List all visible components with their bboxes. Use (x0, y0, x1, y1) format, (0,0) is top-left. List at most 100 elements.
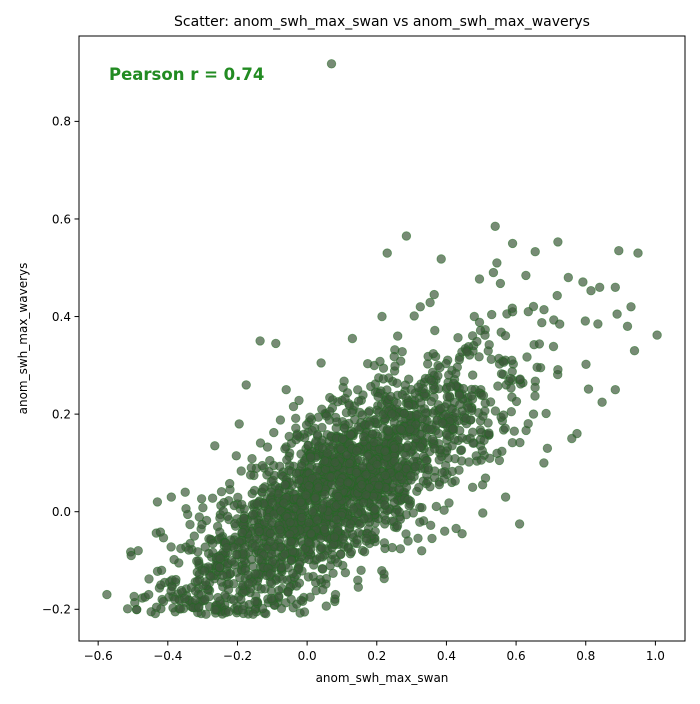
scatter-point (450, 476, 460, 486)
scatter-point (180, 593, 190, 604)
scatter-point (377, 566, 387, 576)
scatter-point (389, 497, 399, 508)
scatter-point (215, 513, 225, 523)
scatter-point (234, 419, 244, 429)
scatter-point (256, 508, 267, 518)
scatter-point (426, 520, 436, 531)
scatter-point (380, 500, 390, 510)
scatter-point (622, 321, 633, 332)
scatter-point (555, 319, 565, 329)
scatter-point (373, 392, 383, 402)
scatter-point (321, 601, 332, 611)
scatter-point (166, 542, 176, 552)
y-tick-label: 0.6 (52, 212, 71, 226)
scatter-point (288, 401, 299, 412)
scatter-point (521, 270, 531, 281)
scatter-point (215, 527, 225, 537)
scatter-point (299, 607, 310, 617)
scatter-point (375, 356, 385, 367)
scatter-point (170, 594, 180, 605)
scatter-point (224, 478, 235, 489)
scatter-point (325, 392, 335, 403)
scatter-point (359, 514, 369, 524)
scatter-point (479, 435, 489, 446)
scatter-point (361, 533, 371, 544)
scatter-point (421, 408, 431, 418)
scatter-point (394, 484, 405, 494)
scatter-point (265, 455, 275, 466)
scatter-point (271, 338, 281, 349)
scatter-point (417, 503, 427, 513)
scatter-point (218, 570, 228, 581)
scatter-point (384, 426, 394, 436)
scatter-point (144, 574, 154, 584)
scatter-point (237, 499, 247, 510)
scatter-point (399, 408, 409, 419)
scatter-point (626, 302, 636, 312)
x-tick-label: −0.6 (84, 649, 113, 663)
scatter-point (250, 596, 260, 607)
scatter-point (454, 390, 465, 401)
scatter-point (222, 511, 233, 522)
scatter-point (553, 365, 563, 375)
scatter-point (198, 503, 208, 513)
scatter-point (315, 552, 325, 562)
scatter-point (372, 460, 382, 470)
scatter-point (534, 339, 545, 349)
scatter-point (296, 497, 306, 508)
scatter-point (496, 369, 507, 379)
scatter-point (490, 221, 500, 232)
scatter-point (348, 504, 358, 514)
scatter-point (319, 524, 330, 535)
scatter-point (247, 454, 257, 464)
scatter-point (406, 471, 416, 481)
scatter-point (390, 361, 400, 371)
scatter-point (416, 398, 426, 408)
scatter-point (442, 430, 452, 440)
scatter-point (339, 423, 350, 433)
scatter-point (313, 482, 324, 492)
scatter-point (316, 358, 326, 368)
scatter-point (468, 370, 478, 380)
scatter-point (304, 481, 314, 491)
scatter-point (451, 523, 461, 534)
scatter-point (429, 289, 439, 300)
scatter-point (498, 410, 509, 420)
x-tick-label: 0.6 (507, 649, 526, 663)
scatter-point (552, 290, 562, 301)
scatter-point (474, 274, 485, 284)
scatter-point (429, 444, 440, 454)
scatter-point (499, 357, 509, 367)
scatter-point (530, 246, 540, 257)
y-axis: −0.2 0.0 0.2 0.4 0.6 0.8 (42, 115, 79, 617)
scatter-point (514, 519, 525, 529)
scatter-point (343, 477, 353, 488)
scatter-point (335, 477, 345, 487)
scatter-point (236, 466, 246, 476)
scatter-point (444, 370, 454, 380)
scatter-point (453, 333, 463, 343)
x-tick-label: −0.4 (153, 649, 182, 663)
y-tick-label: 0.0 (52, 505, 71, 519)
scatter-point (374, 480, 384, 491)
scatter-point (213, 592, 223, 603)
scatter-point (291, 423, 301, 433)
scatter-point (200, 542, 210, 552)
scatter-point (281, 385, 291, 395)
scatter-point (379, 538, 390, 548)
scatter-point (367, 429, 378, 439)
scatter-point (200, 594, 210, 605)
scatter-point (387, 542, 397, 553)
scatter-point (394, 471, 405, 481)
scatter-point (401, 450, 411, 461)
scatter-point (267, 498, 277, 508)
scatter-point (457, 529, 467, 539)
scatter-point (311, 577, 321, 588)
scatter-point (224, 607, 234, 617)
scatter-point (425, 482, 435, 492)
scatter-point (386, 391, 396, 402)
scatter-point (433, 371, 443, 381)
scatter-point (430, 325, 440, 336)
scatter-point (339, 376, 349, 386)
scatter-point (408, 508, 419, 518)
